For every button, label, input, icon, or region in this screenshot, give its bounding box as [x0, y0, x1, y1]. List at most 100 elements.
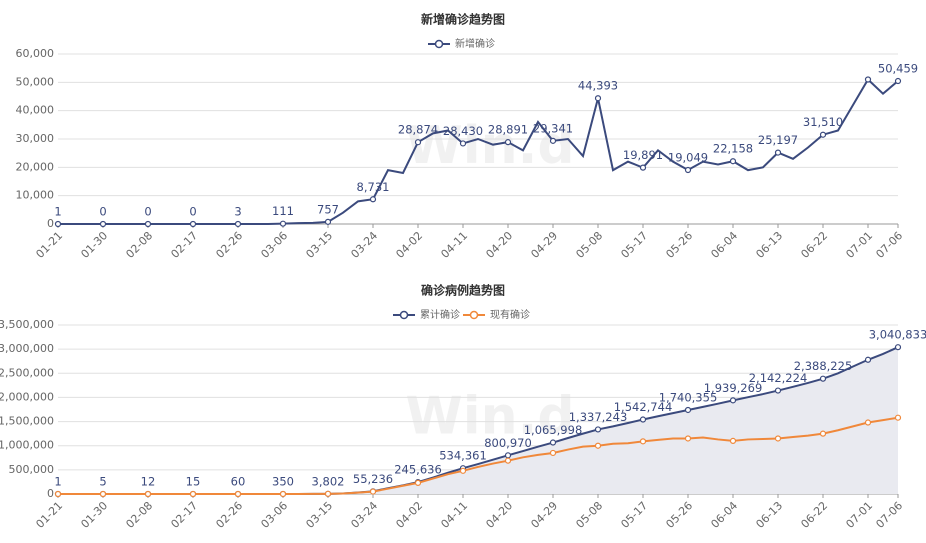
point: [54, 220, 62, 228]
data-label: 1,740,355: [659, 390, 718, 404]
y-tick-label: 1,500,000: [0, 415, 54, 428]
point: [549, 137, 557, 144]
data-label: 22,158: [713, 142, 753, 156]
point: [414, 479, 422, 486]
data-label: 3,802: [312, 474, 345, 488]
point: [594, 426, 602, 433]
point: [819, 131, 827, 138]
x-tick-label: 06-22: [798, 229, 830, 261]
y-tick-label: 3,500,000: [0, 318, 54, 331]
data-label: 2,388,225: [794, 359, 853, 373]
point: [369, 488, 377, 495]
data-label: 1: [54, 474, 61, 488]
data-label: 44,393: [578, 79, 618, 93]
legend-marker: [469, 310, 479, 320]
point: [774, 387, 782, 394]
data-label: 3,040,833: [869, 328, 926, 342]
x-tick-label: 06-22: [798, 499, 830, 531]
data-label: 5: [99, 474, 106, 488]
x-tick-label: 06-13: [753, 499, 785, 531]
x-tick-label: 05-08: [573, 499, 605, 531]
y-tick-label: 500,000: [9, 463, 55, 476]
point: [639, 416, 647, 423]
point: [279, 220, 287, 227]
point: [99, 220, 107, 228]
data-label: 55,236: [353, 472, 393, 486]
legend-label: 新增确诊: [455, 37, 495, 50]
data-label: 12: [141, 474, 156, 488]
data-label: 111: [272, 204, 294, 218]
point: [864, 419, 872, 426]
data-label: 0: [99, 205, 106, 219]
x-tick-label: 04-20: [483, 499, 515, 531]
data-label: 31,510: [803, 115, 843, 129]
point: [99, 490, 107, 498]
point: [324, 218, 332, 225]
x-tick-label: 03-06: [258, 229, 290, 261]
x-tick-label: 04-11: [438, 499, 470, 531]
data-label: 28,891: [488, 123, 528, 137]
x-tick-label: 05-08: [573, 229, 605, 261]
point: [234, 220, 242, 228]
point: [594, 442, 602, 449]
y-tick-label: 0: [47, 487, 54, 500]
point: [369, 196, 377, 203]
x-tick-label: 06-13: [753, 229, 785, 261]
x-tick-label: 02-26: [213, 229, 245, 261]
data-label: 0: [144, 205, 151, 219]
point: [819, 375, 827, 382]
point: [594, 95, 602, 102]
x-tick-label: 02-17: [168, 499, 200, 531]
x-tick-label: 07-06: [873, 499, 905, 531]
x-tick-label: 02-17: [168, 229, 200, 261]
y-tick-label: 60,000: [16, 47, 55, 60]
x-tick-label: 02-26: [213, 499, 245, 531]
x-tick-label: 07-01: [843, 499, 875, 531]
x-tick-label: 02-08: [123, 229, 155, 261]
point: [144, 220, 152, 228]
x-tick-label: 04-11: [438, 229, 470, 261]
y-tick-label: 2,000,000: [0, 390, 54, 403]
y-tick-label: 2,500,000: [0, 366, 54, 379]
point: [894, 344, 902, 351]
y-tick-label: 3,000,000: [0, 342, 54, 355]
x-tick-label: 05-26: [663, 499, 695, 531]
x-tick-label: 04-29: [528, 499, 560, 531]
point: [234, 490, 242, 498]
point: [504, 452, 512, 459]
y-tick-label: 30,000: [16, 132, 55, 145]
point: [864, 356, 872, 363]
point: [324, 490, 332, 497]
x-tick-label: 05-17: [618, 499, 650, 531]
point: [459, 140, 467, 147]
data-label: 800,970: [484, 436, 532, 450]
data-label: 50,459: [878, 62, 918, 76]
point: [639, 164, 647, 171]
watermark: Win.d: [405, 116, 574, 176]
x-tick-label: 01-30: [78, 229, 110, 261]
point: [549, 439, 557, 446]
x-tick-label: 04-29: [528, 229, 560, 261]
data-label: 29,341: [533, 121, 573, 135]
x-tick-label: 01-30: [78, 499, 110, 531]
point: [189, 220, 197, 228]
x-tick-label: 03-15: [303, 499, 335, 531]
x-tick-label: 05-26: [663, 229, 695, 261]
point: [459, 467, 467, 474]
point: [774, 435, 782, 442]
y-tick-label: 40,000: [16, 104, 55, 117]
data-label: 757: [317, 202, 339, 216]
x-tick-label: 03-15: [303, 229, 335, 261]
point: [189, 490, 197, 498]
point: [639, 438, 647, 445]
point: [864, 76, 872, 83]
point: [894, 414, 902, 421]
legend-label: 累计确诊: [420, 308, 460, 321]
data-label: 19,891: [623, 148, 663, 162]
data-label: 1,939,269: [704, 381, 763, 395]
x-tick-label: 02-08: [123, 499, 155, 531]
data-label: 15: [186, 474, 201, 488]
x-tick-label: 04-20: [483, 229, 515, 261]
point: [774, 149, 782, 156]
data-label: 25,197: [758, 133, 798, 147]
